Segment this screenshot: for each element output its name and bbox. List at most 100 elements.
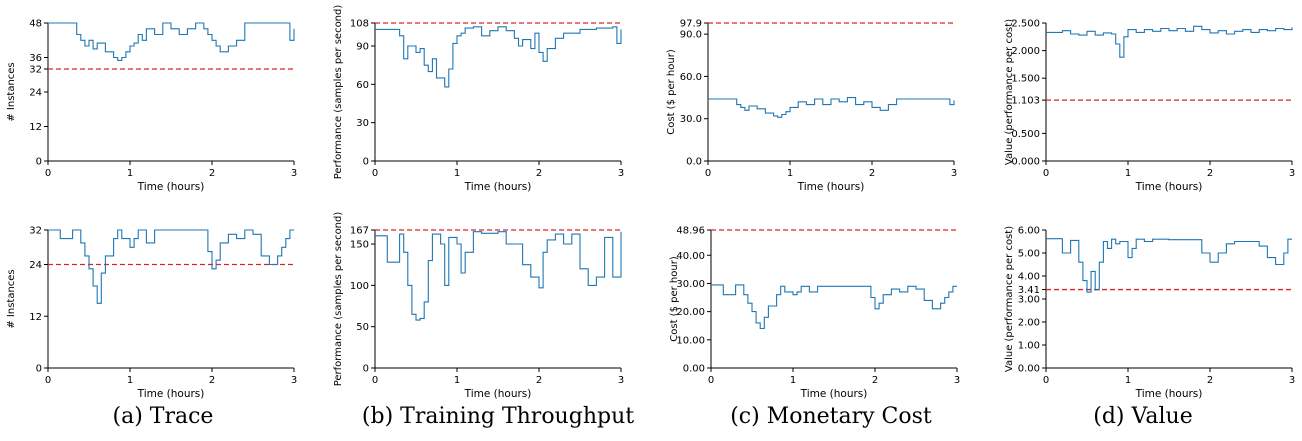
y-tick-label: 5.00	[1018, 249, 1040, 260]
y-tick-label: 0	[363, 157, 369, 168]
x-tick-label: 1	[454, 375, 460, 386]
y-axis-label: Value (performance per cost)	[1004, 19, 1015, 165]
y-axis-label: # Instances	[6, 269, 17, 328]
y-tick-label: 0	[363, 364, 369, 375]
y-tick-label: 6.00	[1018, 226, 1040, 237]
x-tick-label: 2	[209, 168, 215, 179]
x-axis-label: Time (hours)	[464, 181, 532, 193]
x-tick-label: 1	[790, 375, 796, 386]
y-axis-label: Performance (samples per second)	[333, 5, 344, 180]
y-axis-label: # Instances	[6, 62, 17, 121]
y-tick-label: 167	[350, 226, 369, 237]
x-tick-label: 1	[127, 168, 133, 179]
x-axis-label: Time (hours)	[797, 181, 865, 193]
y-tick-label: 2.000	[1011, 46, 1040, 57]
caption-a: (a) Trace	[112, 404, 214, 429]
chart-panel-6: 0 1 2 3 0 50 100 150 167 Time (hours) Performance …	[333, 212, 624, 400]
y-axis-label: Value (performance per cost)	[1004, 226, 1015, 372]
x-axis-label: Time (hours)	[1135, 181, 1203, 193]
y-tick-label: 90	[356, 42, 369, 53]
y-tick-label: 0.0	[686, 157, 702, 168]
y-tick-label: 30.00	[676, 279, 705, 290]
x-tick-label: 2	[1207, 168, 1213, 179]
y-tick-label: 100	[350, 281, 369, 292]
x-tick-label: 3	[291, 168, 297, 179]
y-tick-label: 3.00	[1018, 295, 1040, 306]
series-line	[1046, 25, 1293, 58]
x-tick-label: 0	[708, 375, 714, 386]
y-tick-label: 1.00	[1018, 341, 1040, 352]
x-tick-label: 0	[372, 375, 378, 386]
y-tick-label: 2.500	[1011, 19, 1040, 30]
series-line	[48, 229, 294, 304]
y-tick-label: 150	[350, 240, 369, 251]
y-tick-label: 0	[36, 364, 42, 375]
y-tick-label: 1.500	[1011, 74, 1040, 85]
y-tick-label: 1.103	[1011, 96, 1040, 107]
y-tick-label: 0.000	[1011, 157, 1040, 168]
x-tick-label: 0	[1043, 375, 1049, 386]
x-tick-label: 2	[536, 168, 542, 179]
x-tick-label: 0	[45, 168, 51, 179]
y-tick-label: 10.00	[676, 335, 705, 346]
y-tick-label: 0	[36, 157, 42, 168]
x-tick-label: 0	[45, 375, 51, 386]
y-tick-label: 90.0	[680, 30, 702, 41]
y-tick-label: 2.00	[1018, 318, 1040, 329]
x-tick-label: 2	[869, 168, 875, 179]
x-tick-label: 3	[1289, 168, 1295, 179]
y-tick-label: 4.00	[1018, 272, 1040, 283]
x-tick-label: 2	[1207, 375, 1213, 386]
y-tick-label: 30.0	[680, 114, 702, 125]
x-tick-label: 1	[1125, 168, 1131, 179]
y-tick-label: 3.41	[1018, 285, 1040, 296]
y-tick-label: 12	[29, 122, 42, 133]
series-line	[375, 231, 622, 321]
chart-panel-8: 0 1 2 3 0.00 1.00 2.00 3.003.41 4.00 5.00 6.00 Time…	[1004, 226, 1295, 401]
series-line	[708, 97, 955, 118]
y-tick-label: 0.500	[1011, 129, 1040, 140]
y-tick-label: 40.00	[676, 251, 705, 262]
y-tick-label: 12	[29, 312, 42, 323]
x-tick-label: 2	[536, 375, 542, 386]
x-tick-label: 3	[618, 168, 624, 179]
x-axis-label: Time (hours)	[137, 388, 205, 400]
x-tick-label: 3	[951, 168, 957, 179]
y-tick-label: 30	[356, 118, 369, 129]
x-tick-label: 3	[1289, 375, 1295, 386]
y-tick-label: 60.0	[680, 72, 702, 83]
y-tick-label: 50	[356, 322, 369, 333]
caption-b: (b) Training Throughput	[361, 404, 635, 429]
y-tick-label: 20.00	[676, 307, 705, 318]
y-tick-label: 0.00	[1018, 364, 1040, 375]
y-axis-label: Performance (samples per second)	[333, 212, 344, 387]
x-tick-label: 1	[1125, 375, 1131, 386]
y-tick-label: 48.96	[676, 226, 705, 237]
y-tick-label: 0.00	[683, 364, 705, 375]
x-tick-label: 1	[454, 168, 460, 179]
series-line	[1046, 238, 1292, 293]
caption-c: (c) Monetary Cost	[730, 404, 932, 429]
x-tick-label: 1	[787, 168, 793, 179]
x-tick-label: 3	[291, 375, 297, 386]
x-tick-label: 3	[954, 375, 960, 386]
x-tick-label: 0	[1043, 168, 1049, 179]
x-axis-label: Time (hours)	[1135, 388, 1203, 400]
chart-panel-4: 0 1 2 3 0.000 0.500 1.103 1.500 2.000 2.500 Time (…	[1004, 19, 1295, 194]
y-tick-label: 24	[29, 88, 42, 99]
y-axis-label: Cost ($ per hour)	[669, 256, 680, 342]
y-tick-label: 97.9	[680, 19, 702, 30]
y-tick-label: 108	[350, 19, 369, 30]
x-axis-label: Time (hours)	[464, 388, 532, 400]
x-tick-label: 0	[705, 168, 711, 179]
x-tick-label: 3	[618, 375, 624, 386]
x-axis-label: Time (hours)	[800, 388, 868, 400]
series-line	[711, 284, 957, 330]
x-tick-label: 1	[127, 375, 133, 386]
y-tick-label: 32	[29, 65, 42, 76]
y-tick-label: 60	[356, 80, 369, 91]
